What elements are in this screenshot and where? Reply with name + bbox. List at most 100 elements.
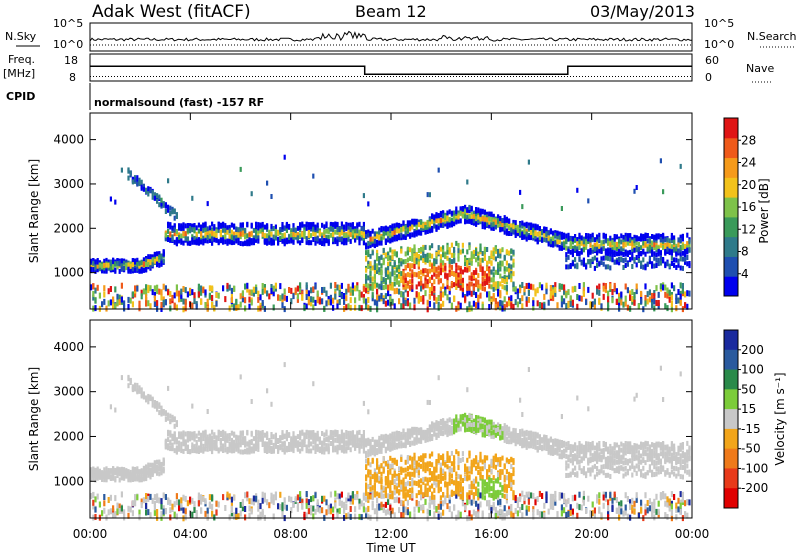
power-cell xyxy=(270,284,273,290)
power-cell xyxy=(640,298,643,305)
power-cell xyxy=(305,303,308,310)
power-cell xyxy=(508,267,511,273)
power-cell xyxy=(565,292,568,299)
power-cell xyxy=(657,233,660,239)
power-cell xyxy=(384,240,387,245)
velocity-cell xyxy=(147,399,150,405)
power-cell xyxy=(417,264,420,270)
power-cell xyxy=(629,233,632,239)
velocity-cell xyxy=(107,509,110,516)
velocity-cell xyxy=(114,495,117,502)
power-cell xyxy=(417,222,420,228)
velocity-cell xyxy=(184,495,187,502)
power-cell xyxy=(321,298,324,305)
power-cell xyxy=(153,251,156,257)
power-cell xyxy=(677,242,680,248)
power-cell xyxy=(624,236,627,242)
power-cell xyxy=(499,290,502,297)
power-cell xyxy=(596,288,599,295)
power-cell xyxy=(391,230,394,236)
velocity-cell xyxy=(162,410,165,416)
power-cell xyxy=(420,255,423,261)
power-cell xyxy=(567,232,570,238)
power-cell xyxy=(349,222,352,228)
velocity-cell xyxy=(248,505,251,512)
power-cell xyxy=(167,221,170,227)
velocity-cell xyxy=(230,505,233,512)
power-cell xyxy=(226,229,229,235)
power-cell xyxy=(651,249,654,255)
velocity-cell xyxy=(279,491,282,498)
power-cell xyxy=(186,227,189,233)
power-cell xyxy=(316,235,319,241)
power-cell xyxy=(147,300,150,307)
power-cell xyxy=(433,267,436,273)
velocity-cell xyxy=(336,438,339,444)
velocity-cell xyxy=(340,444,343,450)
velocity-cell xyxy=(349,495,352,502)
power-cell xyxy=(519,298,522,305)
power-cell xyxy=(312,237,315,242)
power-cell xyxy=(613,252,616,257)
power-cell xyxy=(534,290,537,297)
power-cell xyxy=(329,294,332,301)
velocity-cell xyxy=(136,389,139,395)
velocity-cell xyxy=(211,438,214,444)
power-cell xyxy=(673,239,676,245)
power-cell xyxy=(263,233,266,239)
power-cell xyxy=(514,220,517,226)
velocity-cell xyxy=(248,447,251,453)
power-cell xyxy=(301,294,304,301)
velocity-cell xyxy=(362,502,365,509)
velocity-cell xyxy=(184,431,187,437)
power-cell xyxy=(653,234,656,240)
velocity-cell xyxy=(138,514,141,521)
velocity-cell xyxy=(367,469,370,475)
power-cell xyxy=(261,221,264,227)
power-cell xyxy=(549,228,552,234)
power-cell xyxy=(241,227,244,233)
power-cell xyxy=(666,242,669,248)
velocity-cell xyxy=(367,513,370,520)
power-cell xyxy=(633,292,636,298)
velocity-cell xyxy=(338,507,341,514)
power-cell xyxy=(655,257,658,263)
power-cell xyxy=(266,290,269,297)
power-cell xyxy=(114,286,117,293)
velocity-cell xyxy=(290,507,293,514)
velocity-cell xyxy=(334,437,337,443)
power-cell xyxy=(261,288,264,295)
power-cell xyxy=(193,239,196,245)
velocity-cell xyxy=(334,430,337,436)
velocity-cell xyxy=(235,435,238,441)
power-cell xyxy=(292,234,295,240)
power-cell xyxy=(301,234,304,240)
power-cell xyxy=(142,267,145,273)
noise-sky-series xyxy=(89,30,693,42)
power-cell xyxy=(514,224,517,230)
power-cell xyxy=(417,219,420,225)
velocity-cell xyxy=(303,442,306,448)
velocity-cell xyxy=(376,473,379,479)
power-cell xyxy=(175,229,178,234)
velocity-cell xyxy=(378,492,381,498)
power-cell xyxy=(197,283,200,290)
power-cell xyxy=(488,219,491,225)
power-cell xyxy=(635,255,638,260)
power-cell xyxy=(307,290,310,297)
power-cell xyxy=(217,222,220,228)
power-cell xyxy=(241,296,244,303)
velocity-cell xyxy=(105,471,108,477)
velocity-cell xyxy=(312,445,315,451)
power-cell xyxy=(497,283,500,289)
velocity-cell xyxy=(92,466,95,472)
power-cell xyxy=(593,255,596,261)
power-cell xyxy=(321,287,324,293)
power-cell xyxy=(103,285,106,292)
power-cell xyxy=(510,227,513,233)
power-cell xyxy=(373,268,376,274)
power-cell xyxy=(138,305,141,312)
velocity-cell xyxy=(358,437,361,443)
power-cell xyxy=(354,304,357,311)
power-colorbar-cell xyxy=(724,197,738,218)
